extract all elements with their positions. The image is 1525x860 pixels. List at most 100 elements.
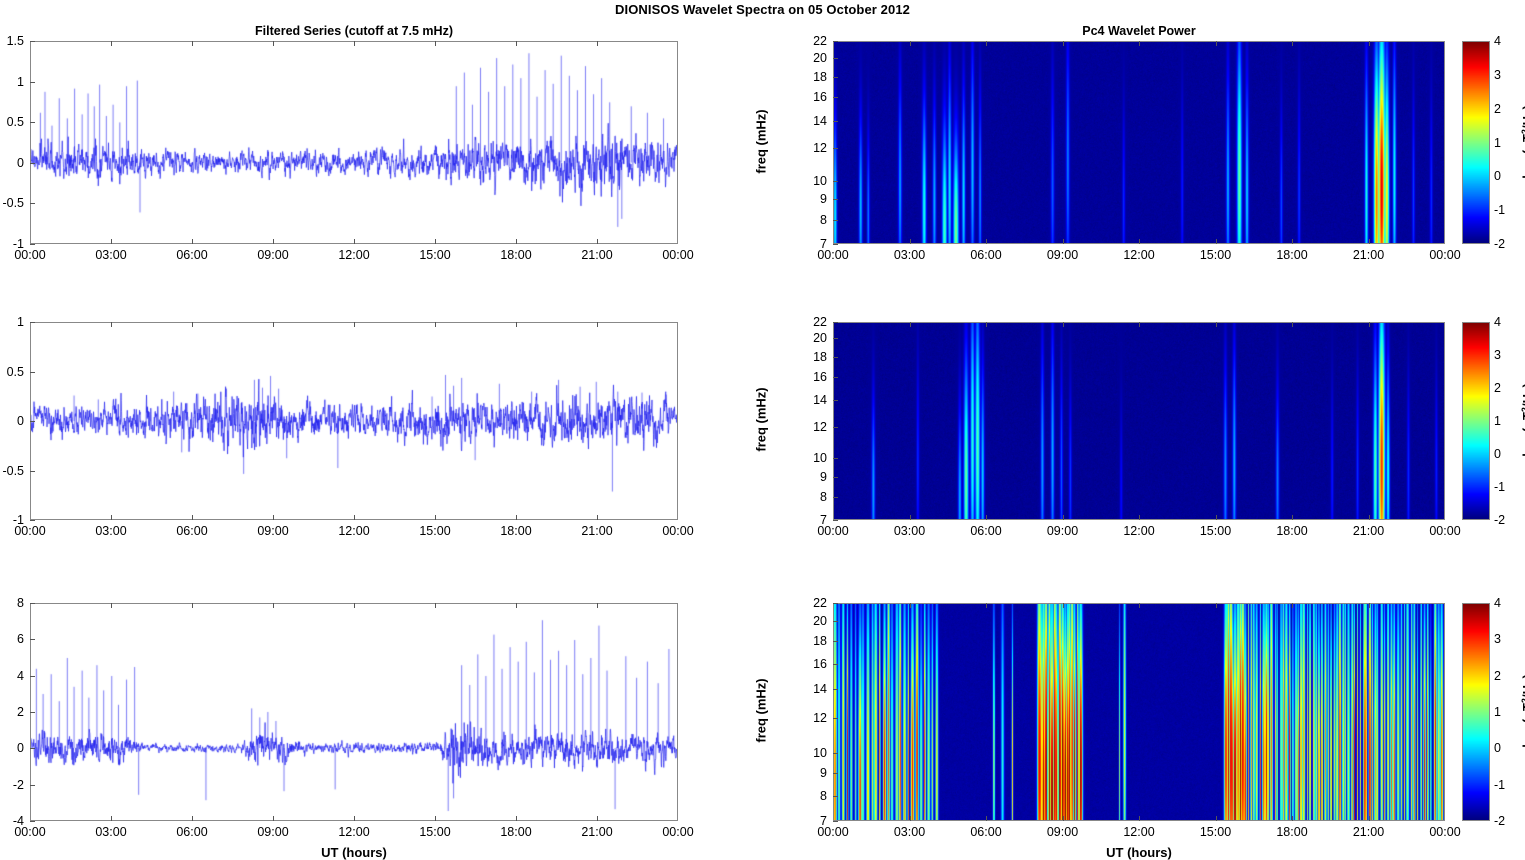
x-wavelet-power-freq-tick: 10 bbox=[813, 173, 827, 188]
x-filtered-series-ytick-mark bbox=[30, 82, 35, 83]
y-filtered-series-xtick-mark-top bbox=[516, 322, 517, 327]
z-filtered-series-xtick-mark-top bbox=[192, 603, 193, 608]
z-filtered-series-ytick-mark bbox=[30, 603, 35, 604]
colorbar-label: log2(nT2/Hz) bbox=[1520, 104, 1525, 179]
y-filtered-series-xtick-mark-top bbox=[192, 322, 193, 327]
y-filtered-series-xtick-mark-top bbox=[597, 322, 598, 327]
y-filtered-series-xtick: 03:00 bbox=[95, 524, 127, 538]
z-wavelet-power-xtick-mark-top bbox=[1369, 603, 1370, 608]
z-wavelet-power-xtick-mark bbox=[1216, 816, 1217, 821]
y-wavelet-power-xtick-mark-top bbox=[1292, 322, 1293, 327]
y-filtered-series-xtick-mark bbox=[597, 515, 598, 520]
y-filtered-series-ytick-mark bbox=[30, 471, 35, 472]
x-wavelet-power-ylabel: freq (mHz) bbox=[753, 108, 769, 174]
z-filtered-series-ytick: 8 bbox=[17, 596, 24, 610]
z-wavelet-power-freq-tick-mark bbox=[833, 718, 838, 719]
y-wavelet-power-freq-tick: 14 bbox=[813, 393, 827, 408]
z-filtered-series-xtick: 09:00 bbox=[257, 825, 289, 839]
x-filtered-series-xtick-mark-top bbox=[516, 41, 517, 46]
y-filtered-series-xtick: 09:00 bbox=[257, 524, 289, 538]
x-filtered-series bbox=[30, 41, 678, 244]
y-filtered-series-xtick: 18:00 bbox=[500, 524, 532, 538]
x-filtered-series-xtick-mark bbox=[111, 239, 112, 244]
z-filtered-series-xtick: 12:00 bbox=[338, 825, 370, 839]
y-filtered-series-xtick: 06:00 bbox=[176, 524, 208, 538]
z-filtered-series-ytick-mark bbox=[30, 639, 35, 640]
x-wavelet-power-xtick-mark bbox=[1216, 239, 1217, 244]
y-filtered-series-xtick-mark bbox=[111, 515, 112, 520]
z-filtered-series-xtick: 03:00 bbox=[95, 825, 127, 839]
z-wavelet-power-freq-tick-mark bbox=[833, 641, 838, 642]
y-wavelet-power-freq-tick-mark bbox=[833, 322, 838, 323]
y-filtered-series-xtick: 12:00 bbox=[338, 524, 370, 538]
y-wavelet-power-freq-tick-mark bbox=[833, 357, 838, 358]
colorbar-tick: 2 bbox=[1494, 101, 1501, 116]
y-wavelet-power-freq-tick: 8 bbox=[820, 489, 827, 504]
x-wavelet-power-xtick: 12:00 bbox=[1123, 248, 1155, 262]
z-filtered-series-xtick-mark-top bbox=[597, 603, 598, 608]
x-filtered-series-xtick-mark-top bbox=[354, 41, 355, 46]
y-filtered-series-xtick-mark bbox=[354, 515, 355, 520]
z-filtered-series-xtick: 15:00 bbox=[419, 825, 451, 839]
y-wavelet-power-freq-tick: 22 bbox=[813, 315, 827, 329]
y-wavelet-power-xtick-mark-top bbox=[1216, 322, 1217, 327]
x-wavelet-power bbox=[833, 41, 1445, 244]
z-wavelet-power-freq-tick: 22 bbox=[813, 596, 827, 610]
z-wavelet-power-freq-tick-mark bbox=[833, 603, 838, 604]
x-filtered-series-xtick: 00:00 bbox=[14, 248, 46, 262]
colorbar-tick: 4 bbox=[1494, 315, 1501, 329]
colorbar-gradient bbox=[1463, 604, 1489, 820]
y-wavelet-power-freq-tick: 7 bbox=[820, 513, 827, 527]
z-wavelet-power-freq-tick-mark bbox=[833, 821, 838, 822]
y-filtered-series-xtick-mark-top bbox=[354, 322, 355, 327]
x-wavelet-power-xtick-mark-top bbox=[910, 41, 911, 46]
x-filtered-series-ytick: -0.5 bbox=[2, 196, 24, 211]
x-wavelet-power-xtick-mark-top bbox=[1063, 41, 1064, 46]
x-wavelet-power-freq-tick-mark bbox=[833, 220, 838, 221]
y-wavelet-power bbox=[833, 322, 1445, 520]
y-wavelet-power-xtick: 21:00 bbox=[1352, 524, 1385, 538]
x-wavelet-power-xtick-mark bbox=[1292, 239, 1293, 244]
x-wavelet-power-freq-tick-mark bbox=[833, 77, 838, 78]
y-filtered-series-ytick: 0 bbox=[17, 414, 24, 428]
z-wavelet-power-xtick: 00:00 bbox=[1429, 825, 1461, 839]
right-column-title: Pc4 Wavelet Power bbox=[1082, 24, 1196, 38]
y-wavelet-power-freq-tick-mark bbox=[833, 427, 838, 428]
x-wavelet-power-freq-tick-mark bbox=[833, 41, 838, 42]
y-filtered-series bbox=[30, 322, 678, 520]
z-wavelet-power-ylabel: freq (mHz) bbox=[753, 678, 769, 743]
y-wavelet-power-freq-tick: 9 bbox=[820, 469, 827, 484]
x-filtered-series-ytick: 1 bbox=[17, 74, 24, 89]
z-wavelet-power-xtick: 09:00 bbox=[1046, 825, 1079, 839]
y-filtered-series-xtick-mark-top bbox=[111, 322, 112, 327]
z-filtered-series-ytick-mark bbox=[30, 676, 35, 677]
z-wavelet-power-xtick: 03:00 bbox=[893, 825, 926, 839]
x-filtered-series-xtick-mark bbox=[354, 239, 355, 244]
x-filtered-series-xtick: 03:00 bbox=[95, 248, 127, 262]
z-wavelet-power-xtick: 15:00 bbox=[1199, 825, 1232, 839]
z-filtered-series-xtick: 00:00 bbox=[662, 825, 694, 839]
y-filtered-series-xtick: 21:00 bbox=[581, 524, 613, 538]
y-filtered-series-ytick-mark bbox=[30, 520, 35, 521]
colorbar-tick: 0 bbox=[1494, 741, 1501, 756]
z-filtered-series-xtick-mark-top bbox=[516, 603, 517, 608]
y-wavelet-power-ylabel: freq (mHz) bbox=[753, 387, 769, 452]
x-filtered-series-ytick: 0 bbox=[17, 155, 24, 170]
colorbar-tick: 3 bbox=[1494, 632, 1501, 647]
y-filtered-series-ytick-mark bbox=[30, 372, 35, 373]
y-wavelet-power-plot-area bbox=[834, 323, 1444, 519]
y-wavelet-power-freq-tick-mark bbox=[833, 520, 838, 521]
z-wavelet-power-freq-tick: 10 bbox=[813, 746, 827, 761]
colorbar-gradient bbox=[1463, 323, 1489, 519]
z-wavelet-power-xtick-mark-top bbox=[1063, 603, 1064, 608]
x-filtered-series-ytick-mark bbox=[30, 122, 35, 123]
x-filtered-series-xtick: 06:00 bbox=[176, 248, 208, 262]
y-wavelet-power-freq-tick-mark bbox=[833, 338, 838, 339]
x-filtered-series-ytick-mark bbox=[30, 163, 35, 164]
figure-title: DIONISOS Wavelet Spectra on 05 October 2… bbox=[615, 2, 910, 17]
x-filtered-series-xtick-mark-top bbox=[435, 41, 436, 46]
x-filtered-series-xtick-mark bbox=[597, 239, 598, 244]
x-wavelet-power-freq-tick: 20 bbox=[813, 50, 827, 65]
colorbar-label: log2(nT2/Hz) bbox=[1520, 383, 1525, 457]
z-wavelet-power-freq-tick: 18 bbox=[813, 634, 827, 649]
